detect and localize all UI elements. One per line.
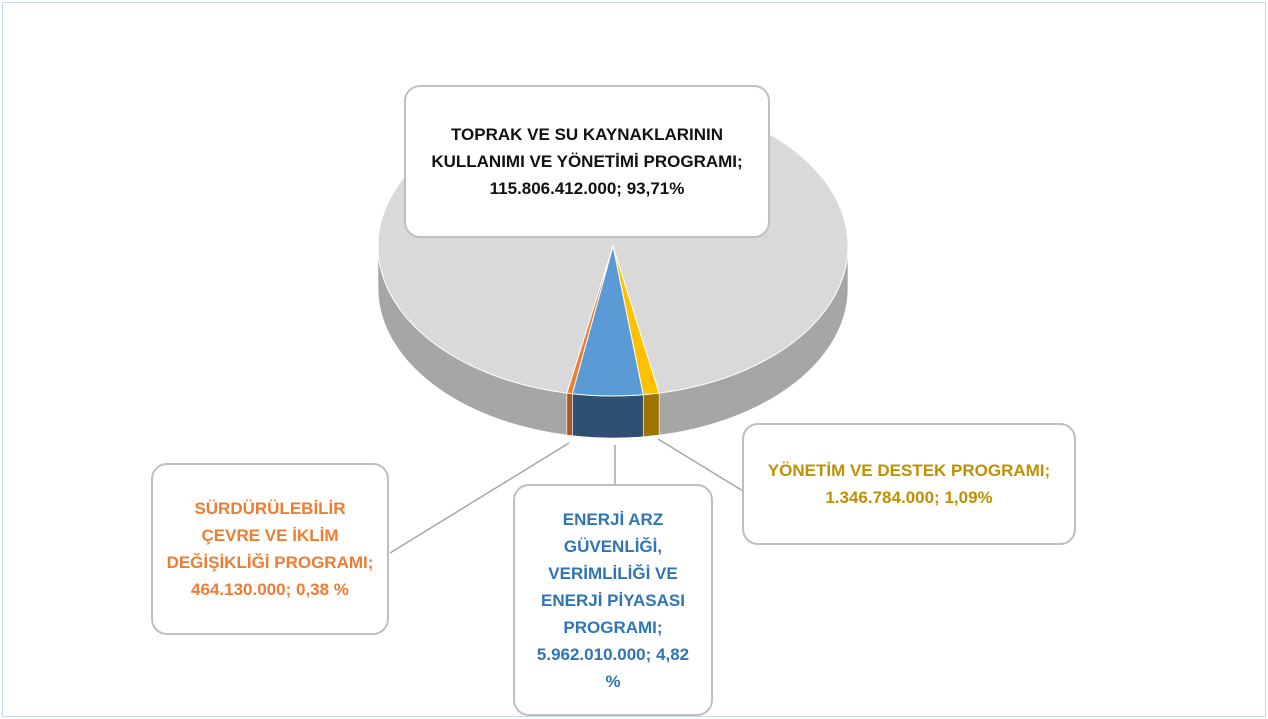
pie-slice-side (572, 393, 644, 439)
data-label: YÖNETİM VE DESTEK PROGRAMI; 1.346.784.00… (756, 457, 1062, 511)
leader-line (389, 442, 570, 554)
label-text: 1,09% (944, 488, 993, 507)
label-text: TOPRAK VE SU KAYNAKLARININ KULLANIMI VE … (431, 125, 738, 171)
label-text: 464.130.000 (191, 580, 286, 599)
label-text: ; (645, 644, 652, 664)
label-text: ; (656, 617, 663, 637)
label-text: SÜRDÜRÜLEBİLİR ÇEVRE VE İKLİM DEĞİŞİKLİĞ… (166, 499, 368, 572)
data-label: ENERJİ ARZ GÜVENLİĞİ, VERİMLİLİĞİ VE ENE… (529, 506, 697, 695)
label-text: ; (1044, 461, 1051, 480)
pie-sides (377, 245, 849, 439)
pie-slice-side (566, 392, 573, 437)
leader-line (657, 438, 744, 492)
data-label: TOPRAK VE SU KAYNAKLARININ KULLANIMI VE … (418, 121, 756, 202)
label-box: SÜRDÜRÜLEBİLİR ÇEVRE VE İKLİM DEĞİŞİKLİĞ… (151, 463, 389, 635)
label-text: ; (616, 179, 622, 198)
label-text: 5.962.010.000 (536, 644, 646, 664)
pie-slice-side (642, 392, 660, 438)
label-box: ENERJİ ARZ GÜVENLİĞİ, VERİMLİLİĞİ VE ENE… (513, 484, 713, 716)
label-text: 93,71% (626, 179, 685, 198)
label-text: ; (285, 580, 292, 599)
label-box: TOPRAK VE SU KAYNAKLARININ KULLANIMI VE … (404, 85, 770, 238)
label-box: YÖNETİM VE DESTEK PROGRAMI; 1.346.784.00… (742, 423, 1076, 545)
label-text: ; (737, 152, 743, 171)
label-text: 4,82 % (605, 644, 690, 691)
data-label: SÜRDÜRÜLEBİLİR ÇEVRE VE İKLİM DEĞİŞİKLİĞ… (165, 495, 375, 603)
label-text: ; (367, 553, 374, 572)
label-text: ENERJİ ARZ GÜVENLİĞİ, VERİMLİLİĞİ VE ENE… (541, 509, 685, 637)
label-text: 0,38 % (296, 580, 349, 599)
label-text: YÖNETİM VE DESTEK PROGRAMI (767, 461, 1045, 480)
label-text: 1.346.784.000 (825, 488, 935, 507)
label-text: ; (934, 488, 940, 507)
label-text: 115.806.412.000 (489, 179, 617, 198)
pie-slice (566, 245, 614, 395)
